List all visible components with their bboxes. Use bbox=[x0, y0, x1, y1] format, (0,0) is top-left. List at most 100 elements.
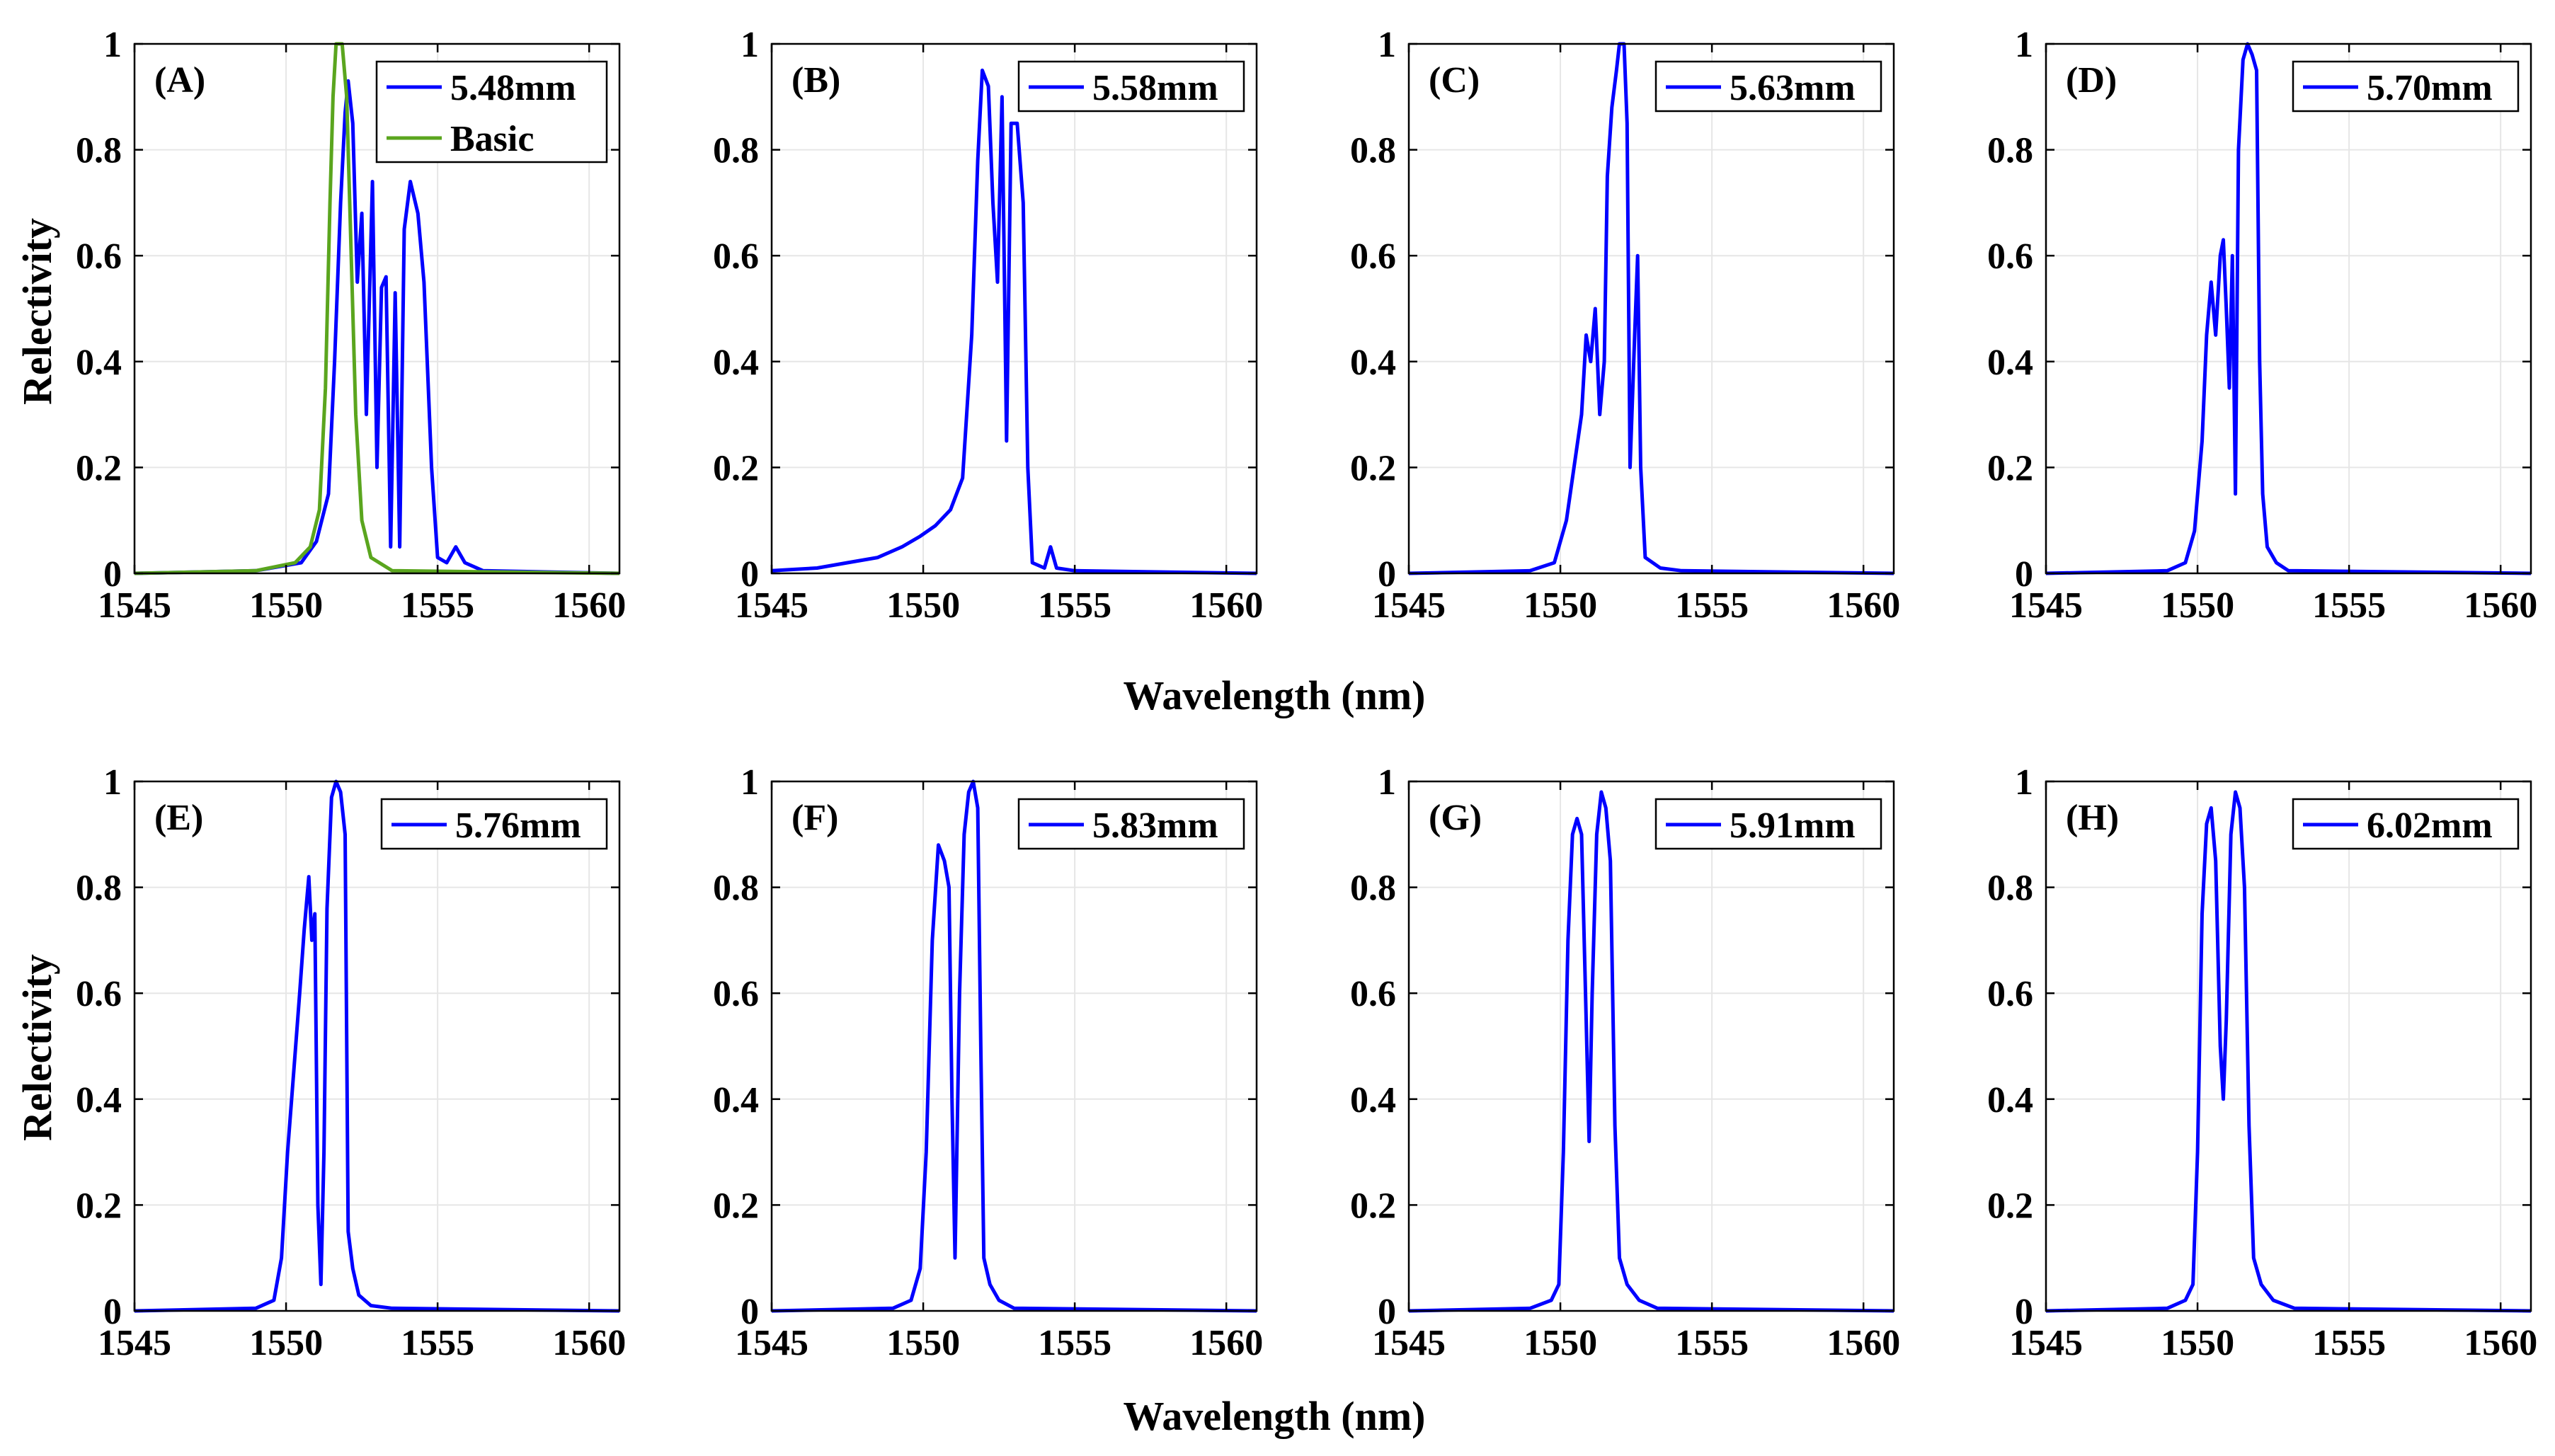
y-tick-label: 0.2 bbox=[1987, 1186, 2033, 1226]
x-tick-label: 1545 bbox=[735, 1323, 808, 1363]
y-axis-title-bottom: Relectivity bbox=[14, 954, 60, 1141]
panel-h: 1545 1550 1555 1560 0 0.2 0.4 0.6 0.8 1 (H) 6.02mm bbox=[1987, 762, 2537, 1363]
panel-c: 1545 1550 1555 1560 0 0.2 0.4 0.6 0.8 1 (C) 5.63mm bbox=[1350, 25, 1900, 626]
y-axis-title-top: Relectivity bbox=[14, 218, 60, 405]
legend-label: 5.58mm bbox=[1092, 68, 1218, 108]
panel-e: 1545 1550 1555 1560 0 0.2 0.4 0.6 0.8 1 (E) 5.76mm bbox=[76, 762, 626, 1363]
y-tick-label: 0 bbox=[2015, 554, 2033, 595]
x-tick-label: 1555 bbox=[1038, 1323, 1111, 1363]
y-tick-label: 0.4 bbox=[76, 1080, 122, 1120]
y-tick-label: 1 bbox=[741, 25, 759, 65]
legend-label: 5.76mm bbox=[455, 806, 581, 846]
y-tick-label: 1 bbox=[103, 25, 122, 65]
x-tick-label: 1545 bbox=[98, 585, 171, 626]
y-tick-label: 0.8 bbox=[1987, 131, 2033, 171]
legend-label: 5.48mm bbox=[450, 68, 576, 108]
x-tick-label: 1560 bbox=[2464, 585, 2537, 626]
x-axis-title-top: Wavelength (nm) bbox=[1124, 672, 1426, 718]
x-tick-label: 1555 bbox=[2312, 585, 2386, 626]
panel-label: (E) bbox=[154, 798, 203, 838]
legend: 6.02mm bbox=[2292, 798, 2520, 850]
x-tick-label: 1560 bbox=[552, 1323, 626, 1363]
axes-box bbox=[133, 780, 621, 1312]
axes-box bbox=[133, 42, 621, 575]
legend: 5.58mm bbox=[1017, 60, 1245, 113]
y-tick-label: 0.8 bbox=[713, 869, 759, 909]
x-tick-label: 1555 bbox=[1038, 585, 1111, 626]
y-tick-label: 0.2 bbox=[1350, 1186, 1396, 1226]
x-tick-label: 1550 bbox=[2161, 585, 2234, 626]
y-tick-label: 0.4 bbox=[713, 343, 759, 383]
y-tick-label: 0.8 bbox=[76, 869, 122, 909]
y-tick-label: 0.6 bbox=[1987, 974, 2033, 1014]
y-tick-label: 0.2 bbox=[1350, 448, 1396, 488]
x-tick-label: 1545 bbox=[735, 585, 808, 626]
y-tick-label: 0.2 bbox=[76, 448, 122, 488]
x-axis-title-bottom: Wavelength (nm) bbox=[1124, 1393, 1426, 1439]
x-tick-label: 1545 bbox=[1372, 585, 1446, 626]
y-tick-label: 0.8 bbox=[1350, 869, 1396, 909]
panel-label: (G) bbox=[1429, 798, 1482, 838]
y-tick-label: 1 bbox=[2015, 25, 2033, 65]
panel-g: 1545 1550 1555 1560 0 0.2 0.4 0.6 0.8 1 (G) 5.91mm bbox=[1350, 762, 1900, 1363]
x-tick-label: 1550 bbox=[249, 1323, 323, 1363]
y-tick-label: 0.2 bbox=[713, 448, 759, 488]
series-line-6-02mm bbox=[2045, 790, 2532, 1313]
y-tick-label: 0.6 bbox=[76, 236, 122, 277]
legend: 5.48mm Basic bbox=[375, 60, 608, 164]
legend: 5.83mm bbox=[1017, 798, 1245, 850]
legend-box bbox=[375, 60, 608, 164]
axes-box bbox=[770, 780, 1258, 1312]
panels: 1545 1550 1555 1560 0 0.2 0.4 0.6 0.8 1 (A) 5.48mm B… bbox=[76, 25, 2537, 1363]
x-tick-label: 1555 bbox=[401, 585, 474, 626]
x-tick-label: 1555 bbox=[2312, 1323, 2386, 1363]
y-tick-label: 1 bbox=[741, 762, 759, 803]
x-tick-label: 1545 bbox=[98, 1323, 171, 1363]
panel-label: (A) bbox=[154, 60, 205, 101]
series-line-5-91mm bbox=[1408, 790, 1894, 1313]
axes-box bbox=[1407, 780, 1895, 1312]
series-line-5-58mm bbox=[771, 68, 1257, 575]
x-tick-label: 1555 bbox=[1675, 585, 1749, 626]
x-tick-label: 1550 bbox=[886, 1323, 960, 1363]
y-tick-label: 0.6 bbox=[1987, 236, 2033, 277]
legend: 5.70mm bbox=[2292, 60, 2520, 113]
legend-label: Basic bbox=[450, 119, 534, 159]
series-line-5-83mm bbox=[771, 779, 1257, 1313]
x-tick-label: 1555 bbox=[401, 1323, 474, 1363]
x-tick-label: 1550 bbox=[1524, 585, 1597, 626]
y-tick-label: 0.4 bbox=[1350, 1080, 1396, 1120]
y-tick-label: 0.4 bbox=[76, 343, 122, 383]
y-tick-label: 0.6 bbox=[76, 974, 122, 1014]
x-tick-label: 1550 bbox=[1524, 1323, 1597, 1363]
x-tick-label: 1550 bbox=[886, 585, 960, 626]
legend: 5.76mm bbox=[380, 798, 608, 850]
y-tick-label: 0.2 bbox=[713, 1186, 759, 1226]
axes-box bbox=[770, 42, 1258, 575]
x-tick-label: 1560 bbox=[1827, 1323, 1900, 1363]
legend-label: 5.63mm bbox=[1730, 68, 1856, 108]
y-tick-label: 0.6 bbox=[1350, 236, 1396, 277]
series-line-5-76mm bbox=[134, 779, 620, 1313]
y-tick-label: 0.2 bbox=[76, 1186, 122, 1226]
y-tick-label: 0.8 bbox=[713, 131, 759, 171]
legend: 5.91mm bbox=[1654, 798, 1882, 850]
legend: 5.63mm bbox=[1654, 60, 1882, 113]
axes-box bbox=[1407, 42, 1895, 575]
x-tick-label: 1555 bbox=[1675, 1323, 1749, 1363]
x-tick-label: 1560 bbox=[1189, 1323, 1263, 1363]
y-tick-label: 0 bbox=[741, 554, 759, 595]
series-line-5-70mm bbox=[2045, 42, 2532, 575]
panel-d: 1545 1550 1555 1560 0 0.2 0.4 0.6 0.8 1 (D) 5.70mm bbox=[1987, 25, 2537, 626]
panel-f: 1545 1550 1555 1560 0 0.2 0.4 0.6 0.8 1 (F) 5.83mm bbox=[713, 762, 1263, 1363]
panel-a: 1545 1550 1555 1560 0 0.2 0.4 0.6 0.8 1 (A) 5.48mm B… bbox=[76, 25, 626, 626]
panel-b: 1545 1550 1555 1560 0 0.2 0.4 0.6 0.8 1 (B) 5.58mm bbox=[713, 25, 1263, 626]
y-tick-label: 0.4 bbox=[1987, 1080, 2033, 1120]
legend-label: 6.02mm bbox=[2367, 806, 2493, 846]
x-tick-label: 1560 bbox=[1189, 585, 1263, 626]
panel-label: (H) bbox=[2066, 798, 2119, 838]
series-line-5-63mm bbox=[1408, 42, 1894, 575]
legend-label: 5.70mm bbox=[2367, 68, 2493, 108]
y-tick-label: 0.2 bbox=[1987, 448, 2033, 488]
y-tick-label: 0.6 bbox=[1350, 974, 1396, 1014]
